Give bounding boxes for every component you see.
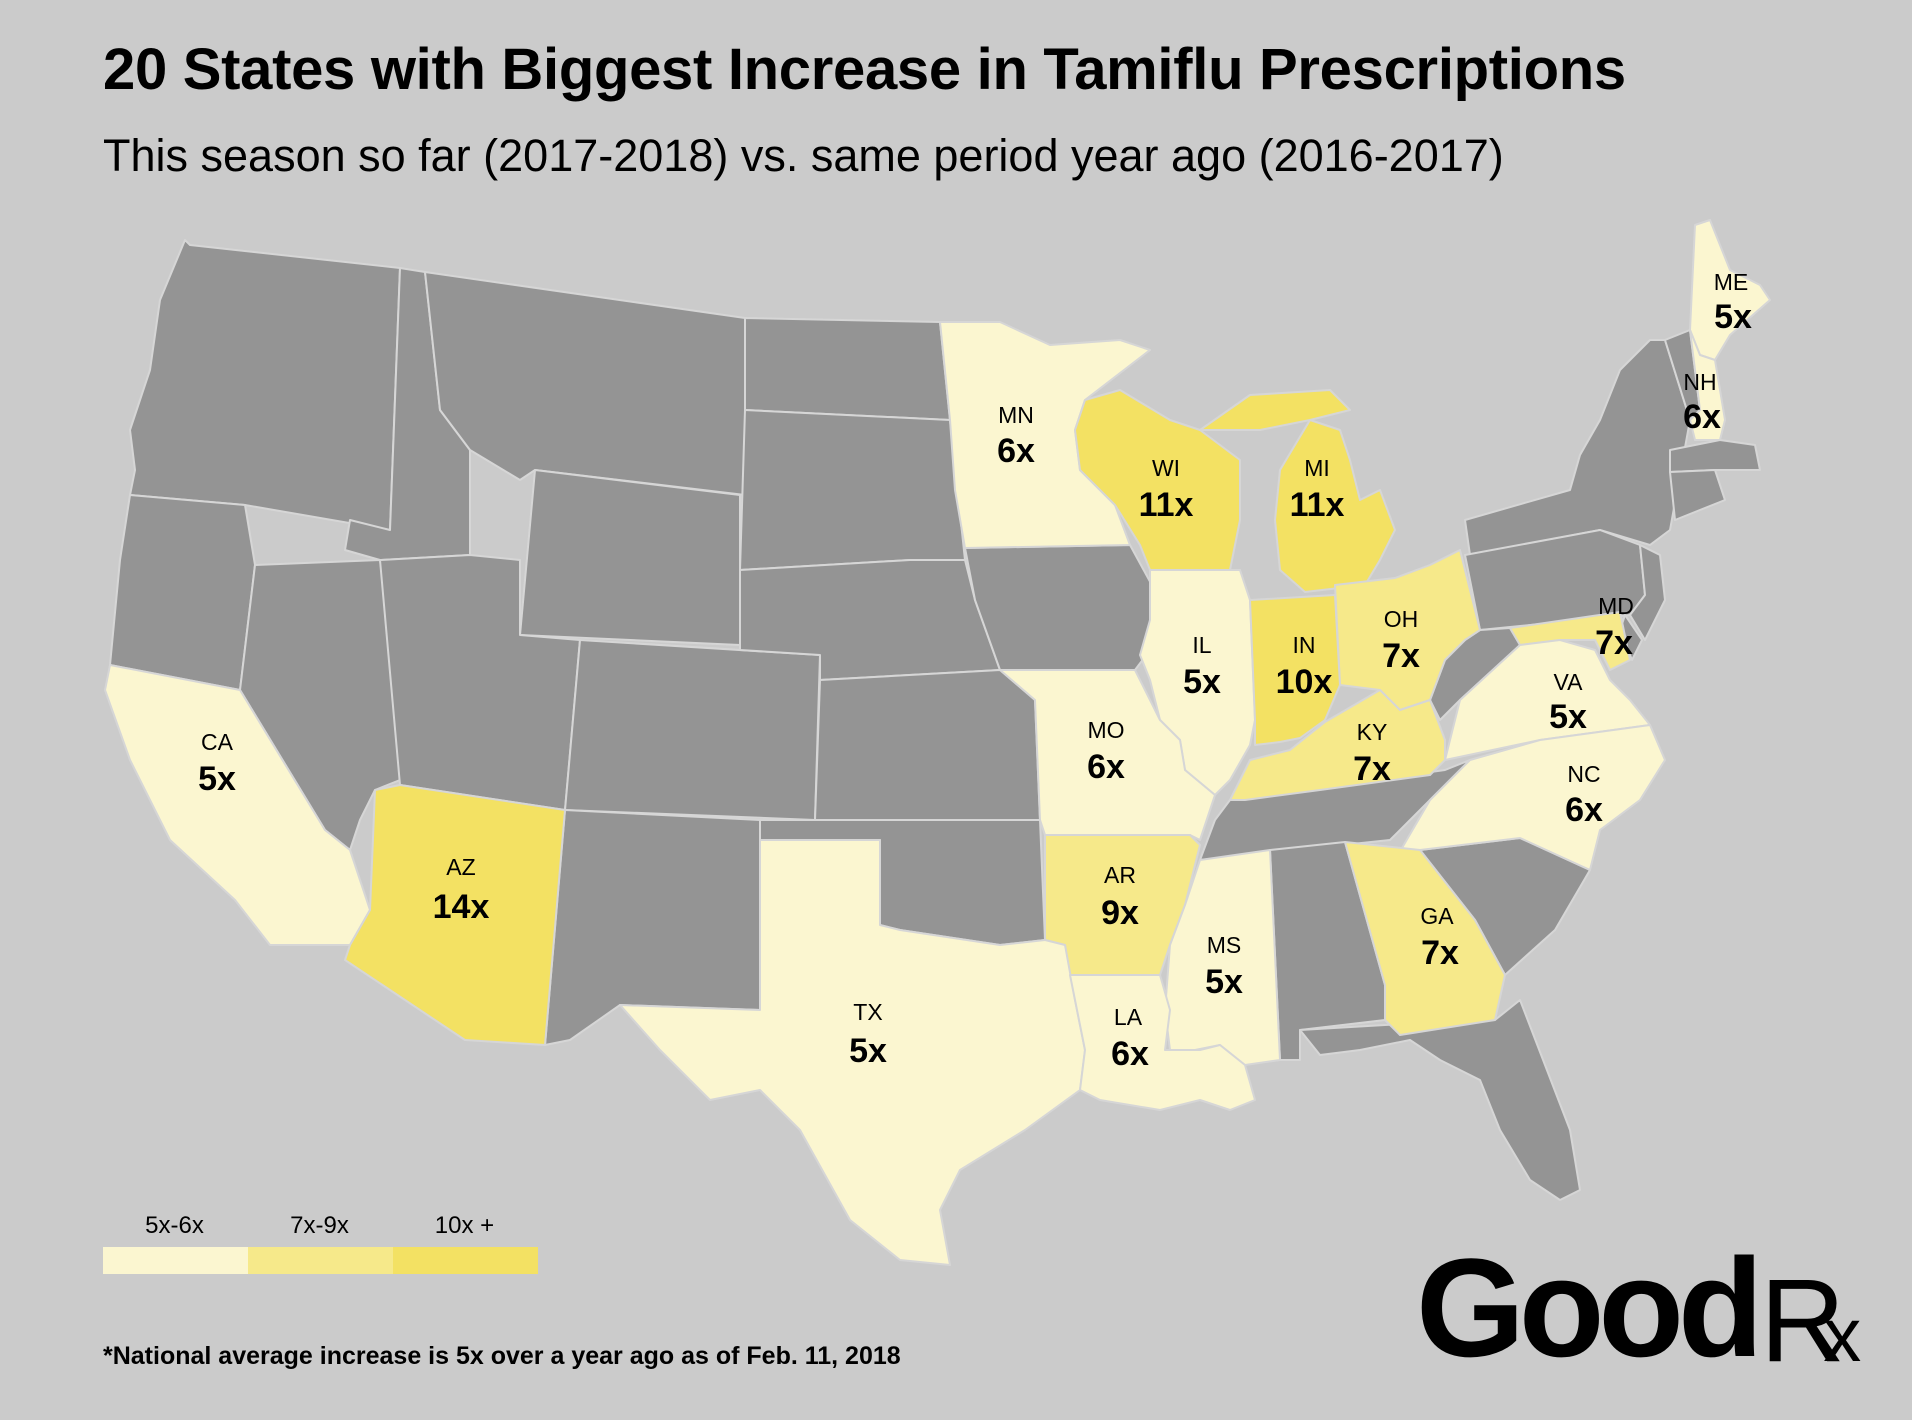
label-va-value: 5x — [1549, 698, 1587, 736]
label-il-value: 5x — [1183, 663, 1221, 701]
state-mi — [1199, 389, 1396, 593]
label-ar-abbr: AR — [1104, 862, 1136, 888]
state-nj — [1629, 544, 1666, 641]
state-oh — [1334, 549, 1481, 711]
state-mo — [999, 669, 1216, 841]
label-md-value: 7x — [1595, 624, 1633, 662]
label-oh-value: 7x — [1382, 637, 1420, 675]
label-ar-value: 9x — [1101, 894, 1139, 932]
goodrx-logo: Good — [1416, 1238, 1763, 1378]
logo-text: Good — [1416, 1229, 1763, 1386]
label-mi-value: 11x — [1290, 486, 1345, 524]
map-subtitle: This season so far (2017-2018) vs. same … — [103, 130, 1504, 181]
label-wi-value: 11x — [1139, 486, 1194, 524]
state-ga — [1344, 841, 1506, 1036]
label-az-abbr: AZ — [446, 854, 475, 880]
label-md-abbr: MD — [1598, 593, 1634, 619]
label-wi-abbr: WI — [1152, 455, 1180, 481]
logo-rx: Rx — [1760, 1262, 1861, 1380]
state-ky — [1229, 689, 1446, 801]
state-labels: ME 5x NH 6x MN 6x WI 11x MI 11x OH 7x MD… — [198, 269, 1752, 1073]
label-tx-value: 5x — [849, 1032, 887, 1070]
legend-swatch-5-6 — [103, 1247, 248, 1274]
label-ga-abbr: GA — [1420, 903, 1454, 929]
map-title: 20 States with Biggest Increase in Tamif… — [103, 37, 1626, 102]
label-il-abbr: IL — [1192, 632, 1211, 658]
state-nh — [1689, 329, 1726, 441]
label-la-value: 6x — [1111, 1035, 1149, 1073]
label-in-abbr: IN — [1293, 632, 1316, 658]
label-ga-value: 7x — [1421, 934, 1459, 972]
state-in — [1249, 594, 1341, 746]
label-ca-value: 5x — [198, 760, 236, 798]
state-ca — [104, 664, 371, 946]
label-nc-abbr: NC — [1567, 761, 1600, 787]
label-az-value: 14x — [433, 888, 490, 926]
label-me-abbr: ME — [1714, 269, 1749, 295]
logo-x: x — [1823, 1293, 1862, 1378]
label-ky-value: 7x — [1353, 750, 1391, 788]
state-ks — [814, 669, 1041, 821]
state-wy — [519, 469, 741, 646]
label-mn-value: 6x — [997, 432, 1035, 470]
label-ms-value: 5x — [1205, 963, 1243, 1001]
state-co — [564, 639, 821, 821]
label-ky-abbr: KY — [1357, 719, 1388, 745]
logo-r: R — [1760, 1255, 1846, 1387]
label-nc-value: 6x — [1565, 791, 1603, 829]
label-mi-abbr: MI — [1304, 455, 1330, 481]
state-ny — [1464, 339, 1691, 556]
state-la — [1069, 974, 1256, 1111]
state-tx — [619, 839, 1086, 1266]
state-fl — [1299, 999, 1581, 1201]
label-nh-abbr: NH — [1683, 369, 1716, 395]
state-nd — [744, 317, 951, 421]
footnote: *National average increase is 5x over a … — [103, 1342, 901, 1370]
state-az — [344, 784, 566, 1046]
label-ca-abbr: CA — [201, 729, 234, 755]
state-mt — [424, 271, 746, 496]
label-mo-abbr: MO — [1087, 717, 1124, 743]
legend-label-10-plus: 10x + — [434, 1212, 495, 1239]
label-oh-abbr: OH — [1384, 606, 1419, 632]
label-ms-abbr: MS — [1207, 932, 1242, 958]
label-mn-abbr: MN — [998, 402, 1034, 428]
state-ct-ri — [1669, 469, 1726, 521]
legend-swatch-10-plus — [393, 1247, 538, 1274]
legend-swatch-7-9 — [248, 1247, 393, 1274]
label-va-abbr: VA — [1554, 669, 1584, 695]
state-ia — [964, 544, 1161, 671]
state-wa — [129, 239, 401, 531]
label-me-value: 5x — [1714, 298, 1752, 336]
label-in-value: 10x — [1276, 663, 1333, 701]
legend-label-5-6: 5x-6x — [145, 1212, 204, 1239]
label-tx-abbr: TX — [853, 999, 882, 1025]
label-nh-value: 6x — [1683, 398, 1721, 436]
label-mo-value: 6x — [1087, 748, 1125, 786]
state-sd — [739, 409, 966, 571]
state-or — [109, 494, 256, 691]
legend-label-7-9: 7x-9x — [290, 1212, 349, 1239]
label-la-abbr: LA — [1114, 1004, 1143, 1030]
